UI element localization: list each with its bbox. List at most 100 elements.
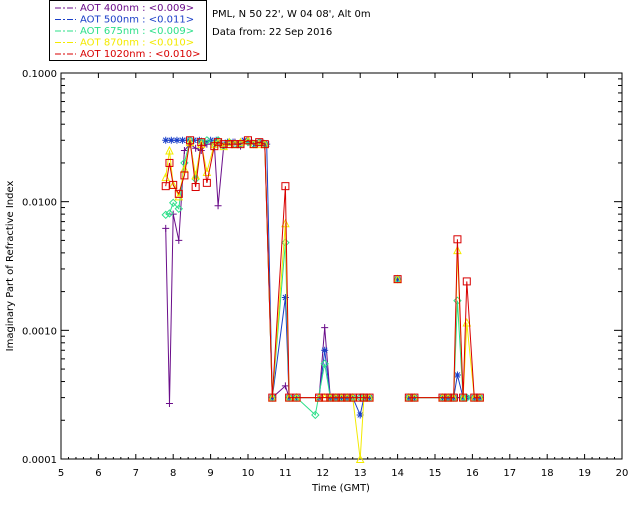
data-point — [174, 191, 184, 201]
legend-series-value: <0.011> — [149, 15, 194, 26]
data-date-text: Data from: 22 Sep 2016 — [212, 27, 332, 38]
legend-entry-500nm: AOT 500nm : <0.011> — [80, 15, 194, 26]
y-tick-label: 0.0100 — [22, 198, 57, 209]
x-tick-label: 12 — [316, 468, 329, 479]
x-tick-label: 20 — [616, 468, 629, 479]
data-point — [249, 140, 258, 149]
x-tick-label: 9 — [207, 468, 213, 479]
data-point — [315, 393, 324, 402]
data-point — [356, 411, 364, 419]
data-point — [174, 189, 183, 198]
x-tick-label: 19 — [578, 468, 591, 479]
data-point — [393, 275, 402, 284]
legend-series-name: AOT 1020nm : — [80, 49, 155, 60]
data-point — [167, 136, 175, 144]
data-point — [453, 235, 462, 244]
data-point — [191, 183, 200, 192]
data-point — [320, 393, 329, 402]
station-location-text: PML, N 50 22', W 04 08', Alt 0m — [212, 9, 371, 20]
data-point — [180, 171, 189, 180]
data-point — [196, 139, 206, 149]
data-point — [185, 137, 195, 147]
x-tick-label: 8 — [170, 468, 176, 479]
data-point — [343, 393, 352, 402]
x-tick-label: 11 — [279, 468, 292, 479]
data-point — [321, 324, 329, 332]
data-point — [230, 140, 239, 149]
data-point — [168, 198, 178, 208]
data-point — [359, 393, 368, 402]
data-point — [180, 146, 188, 154]
series-line — [408, 239, 480, 399]
x-tick-label: 14 — [391, 468, 404, 479]
legend: AOT 400nm : <0.009>AOT 500nm : <0.011>AO… — [49, 0, 207, 61]
data-point — [214, 138, 223, 147]
data-point — [260, 140, 269, 149]
legend-entry-870nm: AOT 870nm : <0.010> — [80, 38, 194, 49]
data-point — [462, 277, 471, 286]
data-point — [165, 158, 174, 167]
legend-series-value: <0.010> — [149, 38, 194, 49]
data-point — [453, 371, 461, 379]
legend-series-name: AOT 870nm : — [80, 38, 149, 49]
data-point — [162, 136, 170, 144]
data-point — [311, 410, 320, 420]
data-point — [459, 393, 468, 402]
data-point — [475, 393, 484, 402]
x-tick-label: 7 — [133, 468, 139, 479]
data-point — [214, 202, 222, 210]
y-tick-label: 0.1000 — [22, 69, 57, 80]
data-point — [321, 346, 329, 354]
data-point — [219, 140, 228, 149]
data-point — [449, 393, 458, 402]
y-tick-label: 0.0010 — [22, 326, 57, 337]
y-axis: 0.0001 0.0010 0.0100 0.1000 — [22, 69, 622, 466]
data-point — [165, 209, 174, 218]
data-point — [192, 144, 200, 152]
x-tick-label: 17 — [503, 468, 516, 479]
series-1020nm — [161, 136, 484, 402]
data-point — [162, 224, 170, 232]
data-point — [470, 393, 479, 402]
legend-entry-1020nm: AOT 1020nm : <0.010> — [80, 49, 200, 60]
data-point — [365, 393, 374, 402]
legend-entry-400nm: AOT 400nm : <0.009> — [80, 3, 194, 14]
series-layer — [161, 135, 485, 463]
data-point — [331, 393, 340, 402]
data-point — [281, 382, 289, 390]
data-point — [212, 136, 220, 144]
data-point — [169, 210, 177, 218]
legend-series-value: <0.009> — [149, 26, 194, 37]
x-tick-label: 5 — [58, 468, 64, 479]
data-point — [173, 136, 181, 144]
data-point — [179, 136, 187, 144]
data-point — [281, 218, 290, 228]
data-point — [268, 393, 277, 402]
data-point — [184, 136, 192, 144]
data-point — [394, 275, 402, 283]
data-point — [255, 138, 264, 147]
data-point — [191, 174, 200, 184]
data-point — [202, 178, 211, 187]
y-axis-label: Imaginary Part of Refractive Index — [5, 181, 16, 352]
legend-series-name: AOT 675nm : — [80, 26, 149, 37]
data-point — [165, 399, 173, 407]
y-tick-label: 0.0001 — [22, 455, 57, 466]
data-point — [320, 359, 329, 368]
data-point — [438, 393, 447, 402]
x-axis-label: Time (GMT) — [311, 483, 370, 494]
data-point — [225, 140, 234, 149]
legend-series-value: <0.009> — [149, 3, 194, 14]
x-axis: 5 6 7 8 9 10 11 12 13 14 15 16 17 18 19 20 — [58, 73, 629, 479]
x-tick-label: 18 — [541, 468, 554, 479]
data-point — [355, 454, 365, 463]
x-tick-label: 13 — [354, 468, 367, 479]
data-point — [281, 182, 290, 191]
data-point — [186, 136, 195, 145]
data-point — [292, 393, 301, 402]
data-point — [326, 393, 335, 402]
x-tick-label: 16 — [466, 468, 479, 479]
data-point — [197, 138, 206, 147]
data-point — [404, 393, 413, 402]
